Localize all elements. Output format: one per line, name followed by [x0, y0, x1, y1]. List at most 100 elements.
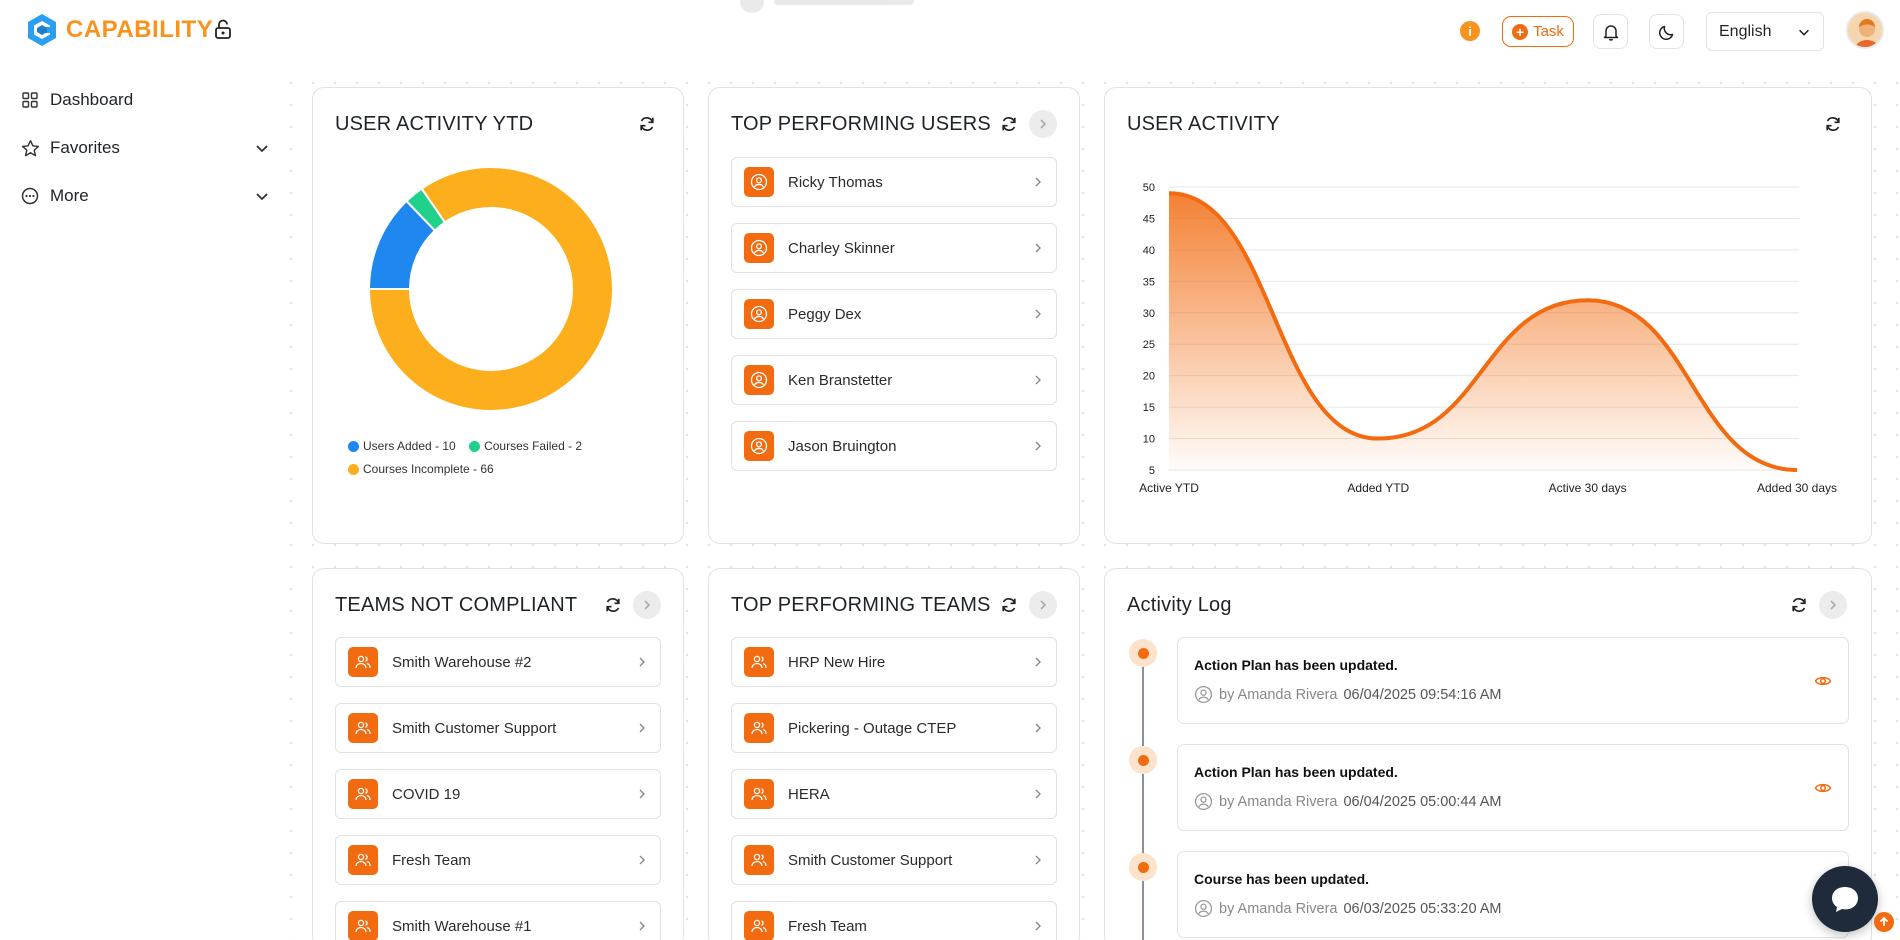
y-tick-label: 35 — [1143, 276, 1155, 288]
language-select[interactable]: English — [1706, 12, 1824, 51]
list-item[interactable]: Charley Skinner — [731, 223, 1057, 273]
list-item-label: Pickering - Outage CTEP — [788, 719, 957, 737]
eye-icon[interactable] — [1814, 672, 1832, 690]
view-all-button[interactable] — [633, 591, 661, 619]
chevron-right-icon — [1040, 119, 1047, 129]
area-chart: 5 10 15 20 25 30 35 40 45 50 Active YTD Added YTD Ac… — [1139, 182, 1837, 495]
teams-list: Smith Warehouse #2 Smith Customer Support… — [335, 637, 661, 940]
refresh-button[interactable] — [599, 591, 627, 619]
list-item[interactable]: HERA — [731, 769, 1057, 819]
info-icon[interactable]: i — [1460, 21, 1480, 41]
chevron-right-icon — [1040, 600, 1047, 610]
list-item[interactable]: Smith Customer Support — [335, 703, 661, 753]
card-title: USER ACTIVITY YTD — [335, 113, 534, 135]
log-entry-title: Action Plan has been updated. — [1194, 764, 1398, 780]
list-item[interactable]: Jason Bruington — [731, 421, 1057, 471]
y-tick-label: 20 — [1143, 371, 1155, 383]
log-entry-meta: by Amanda Rivera 06/03/2025 05:33:20 AM — [1194, 899, 1502, 918]
team-icon — [744, 779, 774, 809]
chat-bubble-icon — [1832, 887, 1858, 912]
view-all-button[interactable] — [1029, 110, 1057, 138]
list-item[interactable]: HRP New Hire — [731, 637, 1057, 687]
refresh-icon — [1792, 598, 1806, 612]
list-item[interactable]: Ricky Thomas — [731, 157, 1057, 207]
list-item[interactable]: Smith Warehouse #1 — [335, 901, 661, 940]
notifications-button[interactable] — [1593, 14, 1628, 49]
user-circle-icon — [1194, 899, 1213, 918]
plus-icon: + — [1512, 23, 1529, 40]
card-title: TOP PERFORMING USERS — [731, 113, 991, 135]
chat-button[interactable] — [1812, 866, 1878, 932]
list-item[interactable]: Smith Warehouse #2 — [335, 637, 661, 687]
list-item[interactable]: Smith Customer Support — [731, 835, 1057, 885]
eye-icon[interactable] — [1814, 779, 1832, 797]
sidebar-item-more[interactable]: More — [20, 172, 270, 220]
donut-slice-courses-incomplete[interactable] — [368, 166, 614, 412]
user-avatar[interactable] — [1846, 11, 1884, 49]
top-performing-teams-card: TOP PERFORMING TEAMS HRP New Hire Pickeri… — [708, 568, 1080, 940]
arrow-up-icon — [1879, 916, 1889, 926]
chevron-right-icon — [1035, 177, 1041, 187]
list-item[interactable]: Ken Branstetter — [731, 355, 1057, 405]
capability-logo-icon — [28, 14, 56, 46]
y-tick-label: 30 — [1143, 308, 1155, 320]
team-icon — [744, 713, 774, 743]
refresh-icon — [1826, 117, 1840, 131]
view-all-button[interactable] — [1029, 591, 1057, 619]
refresh-button[interactable] — [1785, 591, 1813, 619]
legend-item: Users Added - 10 — [348, 436, 456, 457]
list-item-label: Ricky Thomas — [788, 173, 883, 191]
legend-item: Courses Failed - 2 — [469, 436, 582, 457]
refresh-button[interactable] — [995, 110, 1023, 138]
team-icon — [348, 779, 378, 809]
team-icon — [744, 911, 774, 940]
y-tick-label: 40 — [1143, 245, 1155, 257]
y-tick-label: 10 — [1143, 434, 1155, 446]
chevron-right-icon — [644, 600, 651, 610]
y-tick-label: 5 — [1149, 465, 1155, 477]
list-item[interactable]: Peggy Dex — [731, 289, 1057, 339]
chevron-right-icon — [1035, 375, 1041, 385]
card-title: USER ACTIVITY — [1127, 113, 1280, 135]
brand-logo[interactable]: CAPABILITY — [24, 12, 213, 48]
log-entry-title: Course has been updated. — [1194, 871, 1370, 887]
donut-chart — [368, 166, 614, 412]
log-entry-meta: by Amanda Rivera 06/04/2025 09:54:16 AM — [1194, 685, 1502, 704]
timeline-dot — [1129, 853, 1157, 881]
chevron-right-icon — [1035, 855, 1041, 865]
user-activity-ytd-card: USER ACTIVITY YTD Users Added - 10 Cours… — [312, 87, 684, 544]
list-item[interactable]: COVID 19 — [335, 769, 661, 819]
list-item-label: Smith Warehouse #2 — [392, 653, 532, 671]
chevron-down-icon[interactable] — [254, 188, 270, 204]
sidebar-item-dashboard[interactable]: Dashboard — [20, 76, 270, 124]
list-item-label: Jason Bruington — [788, 437, 897, 455]
team-icon — [744, 845, 774, 875]
log-entry-title: Action Plan has been updated. — [1194, 657, 1398, 673]
scroll-top-button[interactable] — [1874, 912, 1894, 932]
task-button-label: Task — [1533, 23, 1564, 40]
refresh-button[interactable] — [1819, 110, 1847, 138]
refresh-icon — [1002, 117, 1016, 131]
sidebar-item-favorites[interactable]: Favorites — [20, 124, 270, 172]
list-item[interactable]: Pickering - Outage CTEP — [731, 703, 1057, 753]
activity-log-entry: Action Plan has been updated. by Amanda R… — [1177, 637, 1849, 724]
list-item[interactable]: Fresh Team — [335, 835, 661, 885]
add-task-button[interactable]: + Task — [1502, 16, 1574, 47]
list-item-label: COVID 19 — [392, 785, 461, 803]
log-entry-time: 06/04/2025 09:54:16 AM — [1343, 686, 1502, 703]
list-item[interactable]: Fresh Team — [731, 901, 1057, 940]
view-all-button[interactable] — [1819, 591, 1847, 619]
star-icon — [20, 138, 40, 158]
chevron-down-icon[interactable] — [254, 140, 270, 156]
chevron-right-icon — [1035, 789, 1041, 799]
sidebar-nav: Dashboard Favorites More — [20, 76, 270, 220]
refresh-button[interactable] — [633, 110, 661, 138]
activity-log-entry: Course has been updated. by Amanda Rivera… — [1177, 851, 1849, 938]
dark-mode-toggle[interactable] — [1649, 14, 1684, 49]
unlock-icon[interactable] — [212, 18, 234, 40]
refresh-button[interactable] — [995, 591, 1023, 619]
team-icon — [744, 647, 774, 677]
legend-item: Courses Incomplete - 66 — [348, 459, 494, 480]
team-icon — [348, 845, 378, 875]
activity-log-entry: Action Plan has been updated. by Amanda R… — [1177, 744, 1849, 831]
